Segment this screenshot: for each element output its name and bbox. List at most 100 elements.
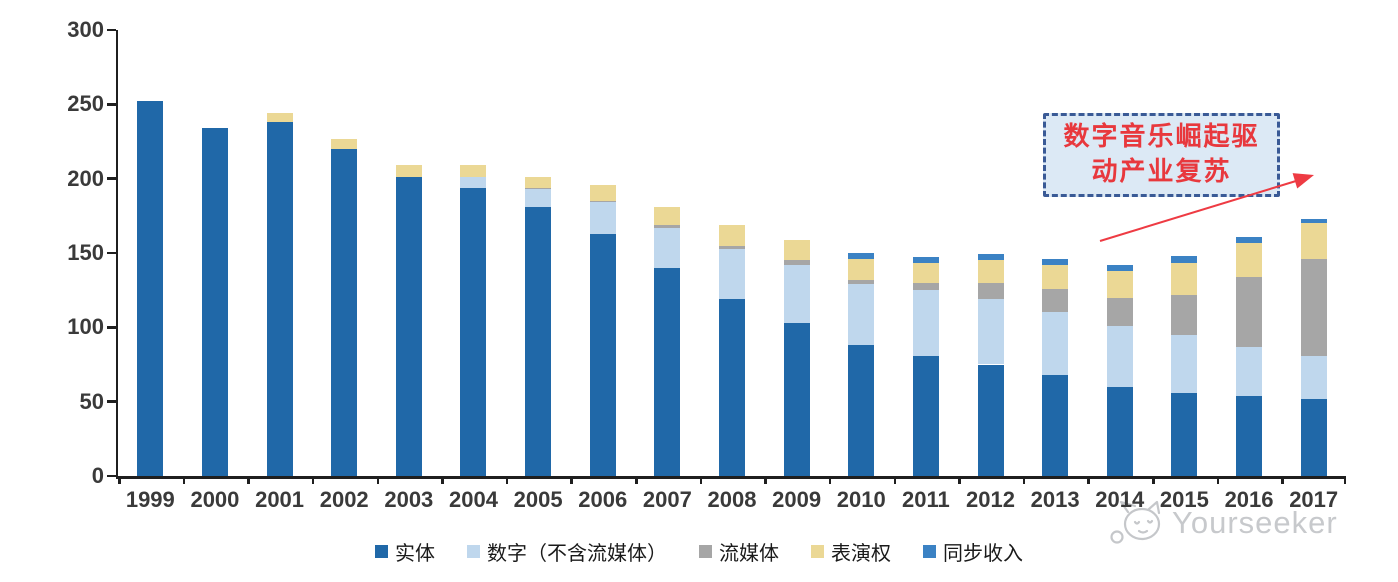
x-axis-label-2017: 2017 [1289, 487, 1339, 512]
bar-segment-physical-2010 [848, 345, 875, 476]
bar-segment-physical-2005 [525, 206, 552, 476]
bar-segment-performance-rights-2011 [912, 263, 939, 283]
bar-segment-streaming-2009 [783, 260, 810, 265]
bar-segment-physical-2008 [719, 299, 745, 476]
annotation-box: 数字音乐崛起驱 动产业复苏 [1043, 113, 1280, 197]
bar-segment-sync-revenue-2011 [912, 257, 939, 264]
x-tick-mark [699, 476, 703, 484]
y-tick-label: 300 [67, 17, 104, 42]
bar-segment-digital-excl-streaming-2010 [848, 284, 875, 346]
legend-item-sync-revenue: 同步收入 [923, 537, 1023, 566]
x-axis-label-2008: 2008 [707, 487, 757, 512]
x-tick-mark [1152, 476, 1155, 484]
bar-segment-digital-excl-streaming-2007 [654, 227, 681, 268]
bar-segment-digital-excl-streaming-2016 [1236, 346, 1263, 396]
bar-segment-digital-excl-streaming-2014 [1106, 325, 1133, 387]
y-tick-label: 100 [67, 314, 104, 340]
bar-segment-physical-2003 [395, 177, 422, 476]
y-tick-label: 50 [79, 388, 104, 414]
bar-segment-streaming-2015 [1171, 294, 1198, 335]
bar-segment-physical-2015 [1171, 392, 1198, 476]
x-axis-label-1999: 1999 [125, 487, 175, 512]
legend-label-performance-rights: 表演权 [831, 541, 891, 565]
x-axis-label-2002: 2002 [319, 487, 369, 512]
x-tick-mark [247, 476, 250, 484]
bar-segment-physical-2016 [1236, 395, 1263, 476]
mascot-cat-icon [1110, 500, 1161, 544]
bar-segment-sync-revenue-2015 [1171, 255, 1198, 264]
bar-segment-performance-rights-2006 [589, 184, 616, 201]
legend-label-physical: 实体 [395, 541, 435, 565]
annotation-line-1: 数字音乐崛起驱 [1063, 122, 1260, 152]
bar-segment-physical-2002 [331, 148, 358, 476]
bar-segment-streaming-2012 [977, 282, 1004, 300]
legend-swatch-streaming [699, 545, 712, 558]
x-axis-label-2015: 2015 [1159, 487, 1209, 512]
x-tick-mark [1281, 476, 1284, 484]
bar-segment-streaming-2013 [1042, 288, 1069, 313]
x-tick-mark [376, 476, 380, 484]
bar-segment-sync-revenue-2012 [977, 254, 1004, 261]
watermark: Yourseeker [1108, 498, 1338, 548]
bar-segment-physical-2017 [1300, 398, 1327, 476]
bar-segment-streaming-2008 [719, 245, 745, 249]
legend-swatch-sync-revenue [923, 545, 936, 558]
bar-segment-performance-rights-2003 [395, 165, 422, 178]
x-tick-mark [1087, 476, 1090, 484]
legend-label-digital-excl-streaming: 数字（不含流媒体） [487, 541, 667, 565]
bar-segment-physical-2011 [912, 355, 939, 476]
x-tick-mark [118, 476, 121, 484]
x-axis-label-2006: 2006 [578, 487, 628, 512]
bar-segment-physical-2014 [1106, 386, 1133, 476]
legend-item-streaming: 流媒体 [699, 537, 779, 566]
bar-segment-performance-rights-2004 [460, 165, 487, 178]
x-tick-mark [570, 476, 573, 484]
bar-segment-physical-2004 [460, 187, 487, 476]
x-axis-label-2003: 2003 [384, 487, 434, 512]
y-tick-mark [107, 326, 116, 329]
bar-segment-physical-2013 [1042, 374, 1069, 476]
y-tick-mark [107, 177, 116, 180]
x-axis-label-2012: 2012 [966, 487, 1015, 512]
x-axis-label-2004: 2004 [448, 487, 498, 512]
bar-segment-performance-rights-2001 [266, 113, 293, 123]
bar-segment-performance-rights-2013 [1042, 264, 1069, 289]
bar-segment-streaming-2014 [1106, 297, 1133, 326]
x-tick-mark [764, 476, 767, 484]
bar-segment-digital-excl-streaming-2009 [783, 264, 810, 323]
x-tick-mark [311, 476, 315, 484]
x-tick-mark [1216, 476, 1220, 484]
x-axis-label-2014: 2014 [1095, 487, 1145, 512]
x-axis-label-2007: 2007 [642, 487, 692, 512]
bar-segment-physical-1999 [137, 101, 164, 476]
bar-segment-performance-rights-2002 [331, 138, 358, 149]
legend: 实体 数字（不含流媒体） 流媒体 表演权 同步收入 [0, 537, 1398, 566]
bar-segment-physical-2001 [266, 122, 293, 476]
legend-swatch-digital-excl-streaming [467, 545, 480, 558]
bar-segment-performance-rights-2015 [1171, 263, 1198, 295]
bar-segment-performance-rights-2016 [1236, 242, 1263, 277]
bar-segment-digital-excl-streaming-2008 [719, 248, 745, 300]
annotation-line-2: 动产业复苏 [1091, 157, 1232, 187]
bar-segment-streaming-2006 [589, 200, 616, 203]
x-axis-label-2005: 2005 [513, 487, 563, 512]
bar-segment-physical-2012 [977, 364, 1004, 476]
bar-segment-streaming-2010 [848, 279, 875, 285]
legend-item-digital-excl-streaming: 数字（不含流媒体） [467, 537, 667, 566]
bar-segment-performance-rights-2017 [1300, 223, 1327, 259]
y-tick-mark [107, 103, 116, 106]
bar-segment-physical-2009 [783, 322, 810, 476]
legend-item-physical: 实体 [375, 537, 435, 566]
bar-segment-digital-excl-streaming-2015 [1171, 334, 1198, 393]
x-tick-mark [893, 476, 897, 484]
bar-segment-digital-excl-streaming-2013 [1042, 312, 1069, 375]
bar-segment-streaming-2011 [912, 282, 939, 291]
y-tick-mark [107, 28, 116, 32]
watermark-text: Yourseeker [1172, 505, 1338, 540]
bar-segment-performance-rights-2005 [525, 177, 552, 188]
y-tick-mark [107, 251, 116, 255]
bar-segment-sync-revenue-2016 [1236, 236, 1263, 243]
x-axis-label-2016: 2016 [1224, 487, 1274, 512]
y-tick-label: 150 [67, 240, 104, 265]
bar-segment-streaming-2005 [525, 187, 552, 190]
